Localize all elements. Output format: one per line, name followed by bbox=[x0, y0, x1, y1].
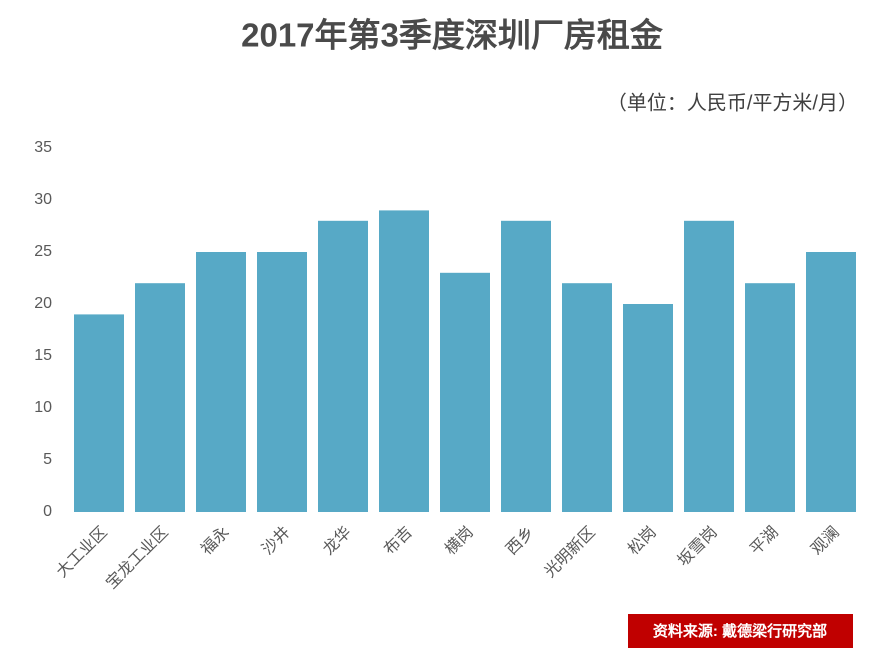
bar bbox=[379, 210, 429, 512]
x-tick-label: 沙井 bbox=[258, 523, 293, 558]
bar bbox=[74, 314, 124, 512]
y-tick-label: 5 bbox=[43, 451, 52, 468]
bar bbox=[257, 252, 307, 512]
bar bbox=[623, 304, 673, 512]
bar bbox=[806, 252, 856, 512]
x-tick-label: 松岗 bbox=[624, 523, 659, 558]
y-tick-label: 20 bbox=[34, 295, 52, 312]
y-tick-label: 25 bbox=[34, 243, 52, 260]
y-tick-label: 35 bbox=[34, 139, 52, 156]
y-tick-label: 30 bbox=[34, 191, 52, 208]
y-tick-label: 15 bbox=[34, 347, 52, 364]
bar bbox=[501, 220, 551, 513]
x-tick-label: 龙华 bbox=[319, 523, 354, 558]
x-tick-label: 观澜 bbox=[807, 523, 842, 558]
x-tick-label: 宝龙工业区 bbox=[103, 523, 172, 592]
x-tick-label: 大工业区 bbox=[53, 523, 111, 581]
x-tick-label: 平湖 bbox=[746, 523, 781, 558]
source-box bbox=[628, 614, 853, 648]
bar bbox=[318, 220, 368, 513]
x-tick-label: 西乡 bbox=[503, 524, 538, 559]
y-tick-label: 0 bbox=[43, 503, 52, 520]
bar bbox=[135, 283, 185, 512]
chart-title: 2017年第3季度深圳厂房租金 bbox=[241, 17, 664, 54]
bar bbox=[562, 283, 612, 512]
x-tick-label: 光明新区 bbox=[541, 523, 599, 581]
y-tick-label: 10 bbox=[34, 399, 52, 416]
bar bbox=[684, 220, 734, 513]
x-tick-label: 布吉 bbox=[380, 523, 415, 558]
chart-subtitle: （单位：人民币/平方米/月） bbox=[607, 91, 858, 114]
bar bbox=[440, 272, 490, 512]
x-tick-label: 坂雪岗 bbox=[674, 523, 721, 570]
bar bbox=[196, 252, 246, 512]
source-note: 资料来源: 戴德梁行研究部 bbox=[653, 622, 827, 640]
bar bbox=[745, 283, 795, 512]
x-tick-label: 横岗 bbox=[441, 523, 476, 558]
x-tick-label: 福永 bbox=[197, 523, 232, 558]
